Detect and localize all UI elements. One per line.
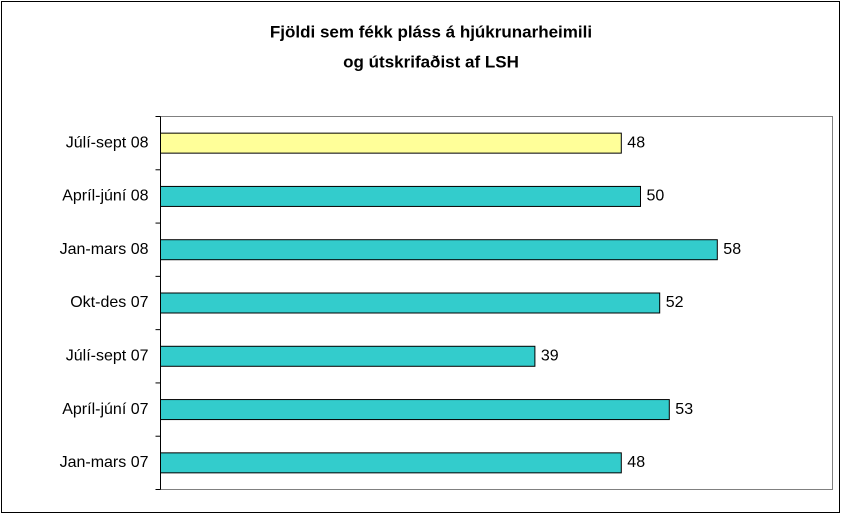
data-label: 53 (675, 401, 693, 418)
bar (160, 292, 661, 314)
chart-title: Fjöldi sem fékk pláss á hjúkrunarheimili (270, 22, 592, 41)
bar (160, 452, 622, 474)
bar (160, 185, 641, 207)
bar (160, 345, 536, 367)
y-tick-label: Júlí-sept 08 (66, 134, 149, 151)
bar (160, 239, 718, 261)
bar (160, 132, 622, 154)
y-tick-label: Jan-mars 07 (60, 454, 149, 471)
y-tick-label: Jan-mars 08 (60, 241, 149, 258)
data-label: 39 (541, 348, 559, 365)
data-label: 48 (627, 134, 645, 151)
bar (160, 399, 670, 421)
chart-title: og útskrifaðist af LSH (343, 52, 519, 71)
y-tick-label: Júlí-sept 07 (66, 348, 149, 365)
data-label: 58 (723, 241, 741, 258)
y-tick-label: Apríl-júní 08 (62, 188, 148, 205)
y-tick-label: Apríl-júní 07 (62, 401, 148, 418)
data-label: 50 (647, 188, 665, 205)
data-label: 52 (666, 294, 684, 311)
data-label: 48 (627, 454, 645, 471)
y-tick-label: Okt-des 07 (70, 294, 148, 311)
